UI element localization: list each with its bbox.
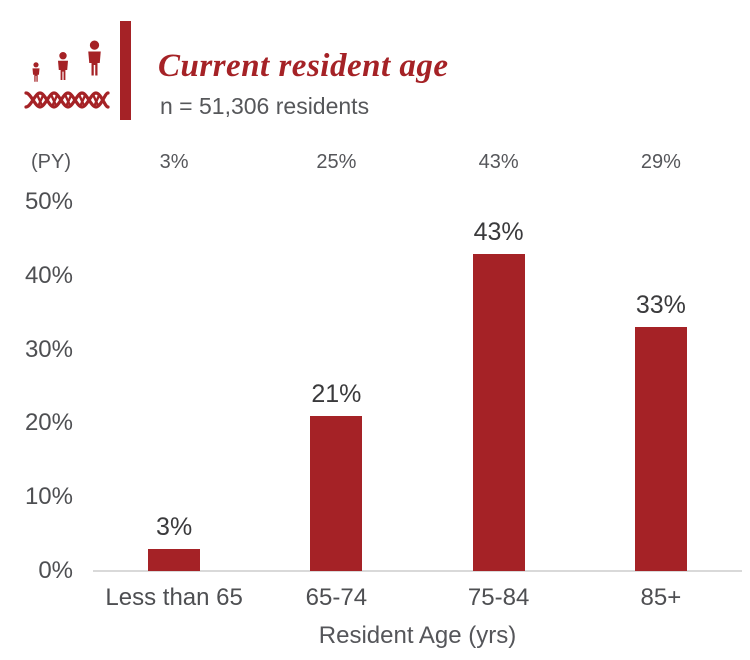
y-axis-tick-label: 30% xyxy=(24,335,73,363)
bar-less-than-65 xyxy=(148,548,201,571)
py-row-label: (PY) xyxy=(31,151,71,173)
py-row-value: 29% xyxy=(640,151,681,173)
people-growth-dna-icon xyxy=(24,40,110,109)
people-growth-icon xyxy=(32,40,101,82)
bar-data-label: 33% xyxy=(635,291,686,320)
py-row-value: 3% xyxy=(159,151,189,173)
y-axis-tick-label: 50% xyxy=(24,188,73,215)
x-axis-category-label: 85+ xyxy=(640,584,682,611)
bar-data-label: 21% xyxy=(311,380,362,409)
dna-helix-icon xyxy=(24,91,110,109)
y-axis-tick-label: 10% xyxy=(24,483,73,511)
x-axis-category-label: 65-74 xyxy=(305,584,368,611)
y-axis-tick-label: 20% xyxy=(24,409,73,437)
bar-75-84 xyxy=(472,253,525,571)
bar-data-label: 3% xyxy=(156,512,193,541)
header-divider-bar xyxy=(120,21,131,120)
x-axis-baseline xyxy=(93,570,742,572)
bar-65-74 xyxy=(310,416,363,571)
y-axis-tick-label: 40% xyxy=(24,261,73,289)
py-row-value: 43% xyxy=(478,151,519,173)
py-row-value: 25% xyxy=(316,151,357,173)
bar-data-label: 43% xyxy=(473,217,524,246)
sample-size-subtitle: n = 51,306 residents xyxy=(160,93,370,119)
x-axis-category-label: 75-84 xyxy=(467,584,530,611)
bar-85- xyxy=(634,327,687,571)
x-axis-title: Resident Age (yrs) xyxy=(318,622,517,649)
page-title: Current resident age xyxy=(158,48,449,84)
x-axis-category-label: Less than 65 xyxy=(105,584,243,611)
y-axis-tick-label: 0% xyxy=(38,557,73,584)
